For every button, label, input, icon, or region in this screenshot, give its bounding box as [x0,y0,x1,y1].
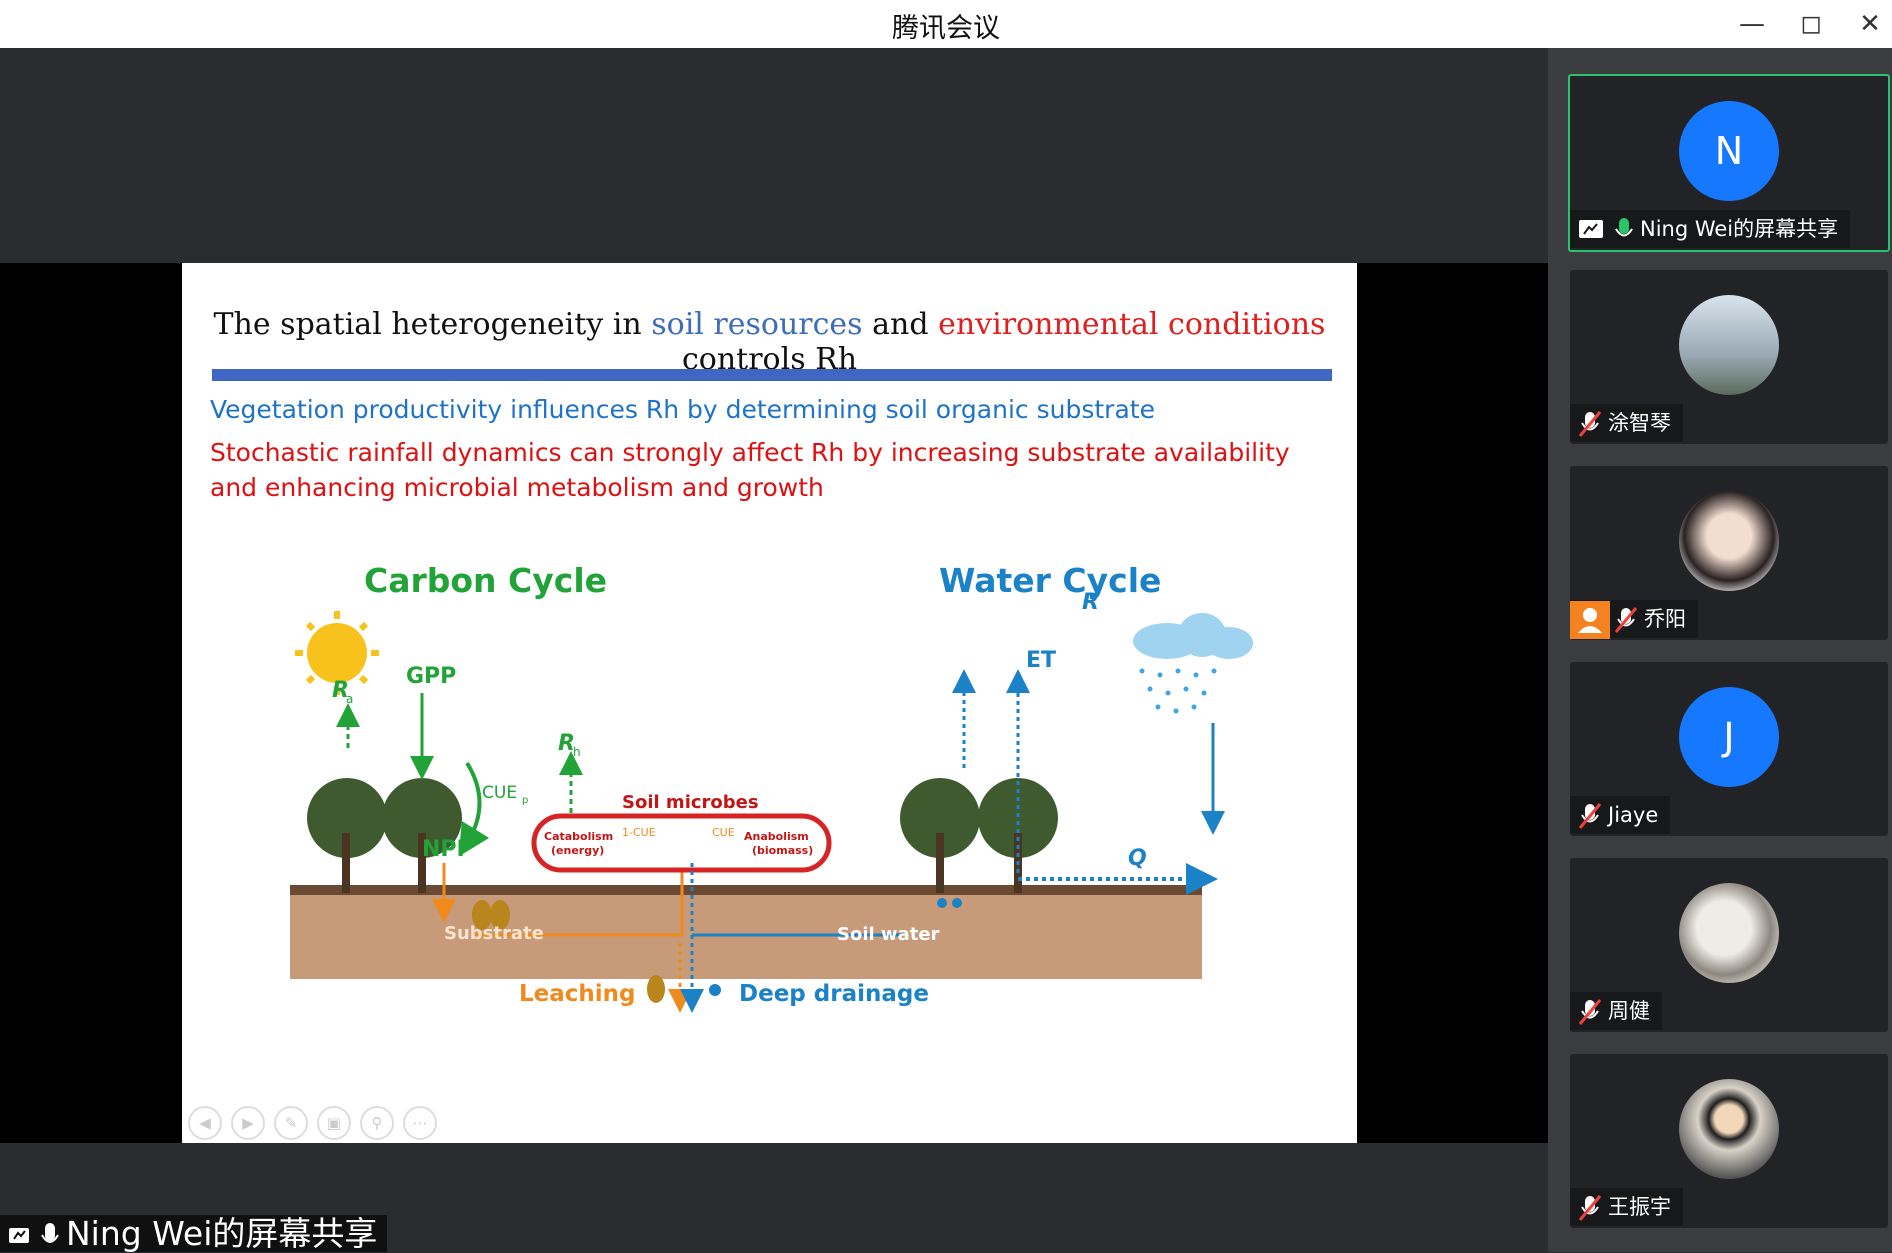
label-gpp: GPP [406,664,456,689]
trees-water [900,778,1058,893]
label-soil-microbes: Soil microbes [622,792,759,813]
avatar [1679,1079,1779,1179]
microphone-muted-icon [1578,411,1602,437]
label-r: R [1082,590,1099,615]
previous-slide-icon[interactable]: ◀ [188,1106,222,1140]
participant-sidebar: N Ning Wei的屏幕共享 涂智琴 乔阳 J Jiaye 周健 王振宇 [1548,48,1892,1252]
microphone-muted-icon [1578,803,1602,829]
next-slide-icon[interactable]: ▶ [231,1106,265,1140]
label-rh: R [558,731,575,756]
label-ra: R [332,678,349,703]
microphone-muted-icon [1614,607,1638,633]
microphone-active-icon [1615,218,1633,237]
label-substrate: Substrate [444,923,544,944]
pen-icon[interactable]: ✎ [274,1106,308,1140]
label-cue-p: CUE [482,783,517,803]
microphone-muted-icon [1578,1195,1602,1221]
participant-nameplate: Jiaye [1570,796,1671,834]
window-title: 腾讯会议 [892,13,1000,44]
slides-grid-icon[interactable]: ▣ [317,1106,351,1140]
zoom-icon[interactable]: ⚲ [360,1106,394,1140]
participant-nameplate: 乔阳 [1570,600,1698,639]
title-bar: 腾讯会议 — ◻ ✕ [0,0,1892,48]
maximize-icon[interactable]: ◻ [1800,9,1822,39]
label-catabolism: Catabolism [544,830,613,843]
cycle-diagram: GPP R a R h CUE p NPP Soil microbes Cata… [290,590,1253,1013]
label-anabolism: Anabolism [744,830,809,843]
avatar: N [1679,101,1779,201]
close-icon[interactable]: ✕ [1859,9,1881,39]
more-icon[interactable]: ⋯ [403,1106,437,1140]
label-ra-sub: a [346,692,353,706]
screen-share-icon [1579,220,1603,238]
participant-tile-tu-zhiqin[interactable]: 涂智琴 [1570,270,1888,444]
person-icon [1570,601,1610,639]
water-cycle-title: Water Cycle [939,561,1162,600]
microphone-muted-icon [1578,999,1602,1025]
carbon-cycle-title: Carbon Cycle [364,561,608,600]
participant-nameplate: Ning Wei的屏幕共享 [1570,210,1851,248]
minimize-icon[interactable]: — [1739,9,1765,39]
participant-tile-jiaye[interactable]: J Jiaye [1570,662,1888,836]
label-cue-m: CUE [712,826,735,839]
screen-share-label: Ning Wei的屏幕共享 [0,1215,388,1252]
slide-text-line-1: Vegetation productivity influences Rh by… [210,395,1155,424]
microphone-icon [41,1222,59,1243]
avatar [1679,883,1779,983]
participant-nameplate: 涂智琴 [1570,404,1683,442]
label-leaching: Leaching [519,981,636,1007]
heading-rule [212,369,1332,381]
avatar [1679,491,1779,591]
slide-text-line-2: Stochastic rainfall dynamics can strongl… [210,438,1290,502]
slide-toolbar: ◀ ▶ ✎ ▣ ⚲ ⋯ [188,1106,446,1140]
label-soil-water: Soil water [837,924,940,945]
label-rh-sub: h [573,745,581,759]
slide-heading: The spatial heterogeneity in soil resour… [213,307,1326,377]
label-biomass: (biomass) [752,844,813,857]
label-npp: NPP [422,837,473,862]
label-energy: (energy) [551,844,604,857]
rain-cloud-icon [1133,613,1253,714]
participant-tile-ning-wei[interactable]: N Ning Wei的屏幕共享 [1568,74,1890,252]
screen-share-icon [9,1227,29,1243]
label-q: Q [1128,846,1147,871]
avatar [1679,295,1779,395]
participant-nameplate: 周健 [1570,992,1662,1030]
label-et: ET [1026,648,1056,673]
trees-carbon [307,778,462,893]
presentation-slide: The spatial heterogeneity in soil resour… [182,263,1357,1143]
shared-screen-area: The spatial heterogeneity in soil resour… [0,48,1548,1252]
label-cue-p-sub: p [522,795,528,806]
sun-icon [295,611,379,695]
label-deep-drainage: Deep drainage [739,981,929,1007]
avatar: J [1679,687,1779,787]
participant-tile-wang-zhenyu[interactable]: 王振宇 [1570,1054,1888,1228]
participant-tile-zhou-jian[interactable]: 周健 [1570,858,1888,1032]
participant-tile-qiao-yang[interactable]: 乔阳 [1570,466,1888,640]
participant-nameplate: 王振宇 [1570,1188,1683,1226]
label-one-cue: 1-CUE [622,826,656,839]
